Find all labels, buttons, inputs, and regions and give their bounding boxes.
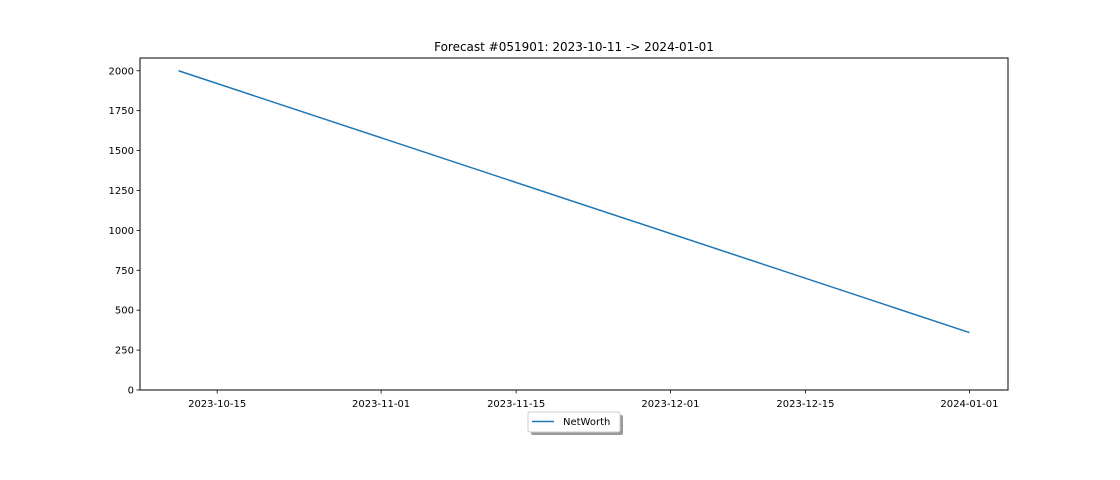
legend-box [527, 411, 621, 433]
y-tick-label: 0 [128, 386, 134, 397]
x-tick-label: 2023-12-01 [641, 399, 699, 410]
y-tick-label: 1500 [109, 146, 134, 157]
chart-title: Forecast #051901: 2023-10-11 -> 2024-01-… [434, 40, 714, 54]
plot-area [139, 57, 1009, 391]
series-line-networth [178, 70, 970, 334]
y-tick-label: 1750 [109, 106, 134, 117]
y-tick-label: 1250 [109, 186, 134, 197]
x-axis: 2023-10-15 2023-11-01 2023-11-15 2023-12-01… [188, 390, 998, 410]
y-tick-label: 1000 [109, 226, 134, 237]
y-tick-label: 500 [115, 306, 134, 317]
x-tick-label: 2024-01-01 [940, 399, 998, 410]
x-tick-label: 2023-10-15 [188, 399, 246, 410]
series-group [178, 70, 970, 334]
y-tick-label: 250 [115, 346, 134, 357]
y-axis: 0 250 500 750 1000 1250 1500 1750 2000 [109, 66, 140, 397]
y-tick-label: 2000 [109, 66, 134, 77]
x-tick-label: 2023-12-15 [776, 399, 834, 410]
legend-label-networth: NetWorth [563, 417, 610, 428]
x-tick-label: 2023-11-01 [352, 399, 410, 410]
x-tick-label: 2023-11-15 [487, 399, 545, 410]
y-tick-label: 750 [115, 266, 134, 277]
legend: NetWorth [527, 411, 623, 435]
